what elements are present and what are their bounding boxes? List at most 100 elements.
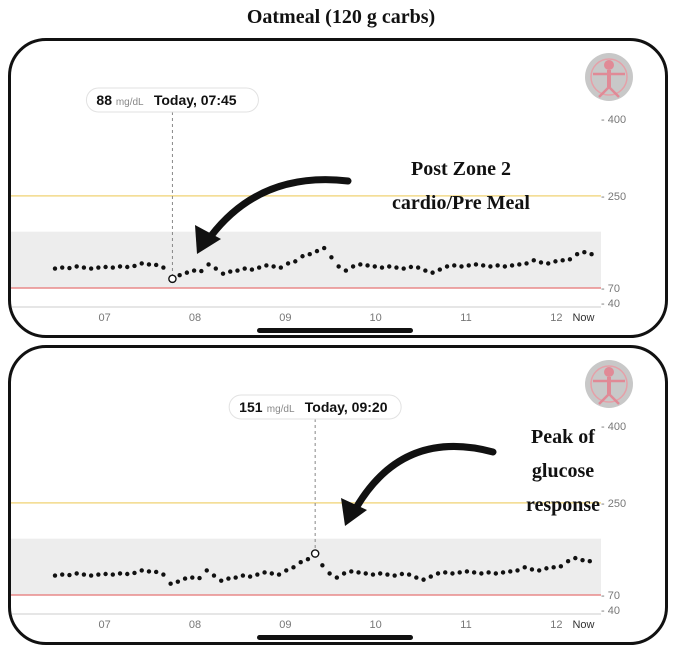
callout-pill [228, 394, 402, 420]
glucose-chart-2: - 400 - 250 - 70 - 40 07 08 09 10 11 12 Now 151 mg/d… [11, 360, 633, 631]
reading-callout: 151 mg/dL Today, 09:20 [228, 394, 402, 420]
x-tick-label: 07 [99, 619, 111, 631]
glucose-point [255, 572, 260, 577]
y-tick-label: - 40 [601, 605, 620, 617]
reading-callout: 88 mg/dL Today, 07:45 [85, 87, 259, 113]
y-tick-label: - 400 [601, 421, 626, 433]
glucose-point [480, 263, 486, 268]
glucose-point [517, 262, 522, 267]
annotation-line: glucose [531, 460, 595, 482]
glucose-point [88, 266, 94, 271]
glucose-point [370, 572, 376, 577]
glucose-point [392, 573, 397, 578]
glucose-point [206, 262, 211, 267]
glucose-point [307, 252, 312, 257]
glucose-point [213, 266, 218, 271]
glucose-point [278, 265, 284, 270]
glucose-point [522, 565, 527, 570]
logo-head [604, 60, 614, 70]
glucose-point [161, 572, 166, 577]
glucose-point [233, 575, 238, 580]
glucose-point [321, 245, 327, 251]
logo-leg-right [608, 393, 620, 405]
home-indicator[interactable] [257, 328, 413, 333]
glucose-point [264, 263, 269, 268]
glucose-point [423, 268, 428, 273]
glucose-point [529, 567, 535, 572]
glucose-point [565, 559, 571, 564]
glucose-point [96, 572, 101, 577]
glucose-point [466, 263, 471, 268]
glucose-point [125, 571, 130, 577]
glucose-point [531, 258, 536, 263]
glucose-panel-1: - 400 - 250 - 70 - 40 07 08 09 10 11 12 Now 88 mg/dL… [8, 38, 668, 338]
glucose-point [276, 572, 282, 577]
glucose-point [67, 572, 72, 578]
glucose-point [437, 267, 443, 272]
glucose-point [414, 575, 419, 580]
glucose-point [372, 264, 377, 269]
glucose-point [502, 264, 508, 269]
x-tick-label: 08 [189, 312, 201, 324]
glucose-point [538, 260, 544, 265]
glucose-point [60, 572, 65, 577]
glucose-point [399, 571, 405, 577]
glucose-point [544, 566, 549, 571]
glucose-point [67, 265, 72, 271]
glucose-point [269, 571, 274, 576]
glucose-point [197, 575, 202, 581]
glucose-point [464, 569, 470, 574]
glucose-point [536, 568, 542, 573]
glucose-point [329, 255, 334, 260]
glucose-point [365, 263, 370, 268]
annotation-arrow-head [195, 225, 221, 254]
glucose-point [219, 578, 224, 583]
page-title: Oatmeal (120 g carbs) [246, 6, 436, 28]
glucose-point [211, 573, 217, 578]
home-indicator[interactable] [257, 635, 413, 640]
x-tick-label: 11 [460, 619, 471, 631]
x-tick-label: 10 [370, 619, 382, 631]
selected-glucose-point [168, 274, 177, 284]
glucose-point [168, 581, 173, 586]
glucose-point [459, 264, 464, 269]
logo-head [604, 367, 614, 377]
callout-value: 88 [96, 92, 112, 108]
glucose-point [500, 570, 506, 575]
glucose-point [573, 555, 578, 561]
callout-value: 151 [239, 399, 263, 415]
glucose-point [587, 559, 592, 564]
annotation-line: Peak of [531, 426, 595, 448]
glucose-point [582, 249, 587, 255]
x-tick-label: Now [572, 619, 594, 631]
glucose-point [444, 264, 450, 269]
glucose-point [435, 571, 441, 576]
glucose-point [450, 571, 455, 576]
glucose-point [177, 272, 182, 278]
glucose-point [387, 264, 392, 269]
glucose-point [363, 571, 368, 576]
glucose-point [305, 556, 311, 562]
logo-ring [590, 365, 628, 403]
logo-leg-right [608, 86, 620, 98]
glucose-point [271, 264, 276, 269]
callout-time: Today, 07:45 [154, 92, 237, 108]
glucose-point [473, 262, 479, 267]
glucose-point [574, 252, 580, 257]
x-tick-label: 12 [550, 312, 562, 324]
glucose-point [291, 565, 296, 570]
callout-pill [85, 87, 259, 113]
glucose-point [103, 264, 108, 270]
glucose-point [379, 265, 385, 270]
annotation-pre-meal: Post Zone 2 cardio/Pre Meal [351, 152, 571, 220]
glucose-point [320, 563, 325, 568]
glucose-point [509, 263, 515, 268]
x-tick-label: 08 [189, 619, 201, 631]
logo-leg-left [598, 86, 610, 98]
glucose-point [88, 573, 94, 578]
glucose-point [551, 565, 556, 570]
glucose-point [125, 264, 130, 270]
x-tick-label: 10 [370, 312, 382, 324]
glucose-panel-2: - 400 - 250 - 70 - 40 07 08 09 10 11 12 Now 151 mg/d… [8, 345, 668, 645]
callout-time: Today, 09:20 [305, 399, 388, 415]
